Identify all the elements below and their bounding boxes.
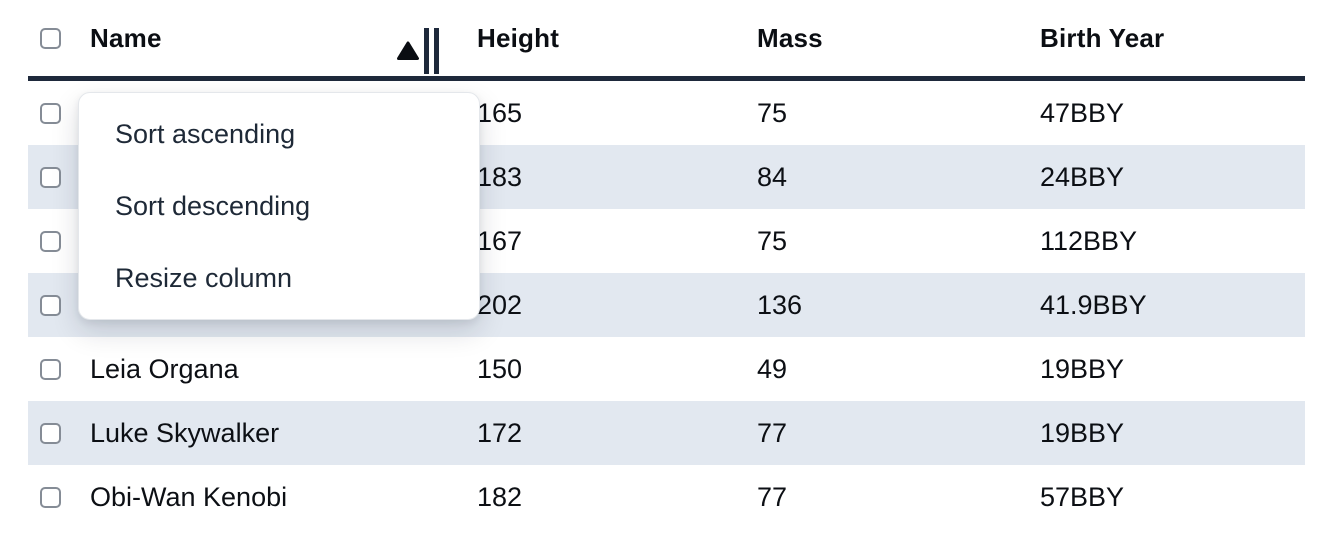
cell-mass: 84 — [757, 161, 788, 192]
cell-height: 183 — [477, 161, 523, 192]
column-header-mass[interactable]: Mass — [757, 22, 823, 53]
cell-birth-year: 41.9BBY — [1040, 289, 1147, 320]
menu-item-sort-descending[interactable]: Sort descending — [115, 190, 311, 221]
table-row[interactable]: Luke Skywalker 172 77 19BBY — [28, 401, 1305, 465]
table-row[interactable]: Leia Organa 150 49 19BBY — [28, 337, 1305, 401]
row-checkbox[interactable] — [40, 102, 61, 124]
resize-bar-right — [434, 28, 439, 74]
sort-ascending-indicator-icon — [397, 41, 419, 60]
cell-mass: 75 — [757, 225, 788, 256]
row-checkbox[interactable] — [40, 230, 61, 252]
column-header-name[interactable]: Name — [90, 0, 477, 76]
table-header-row: Name Height Mass Birth Year — [28, 0, 1305, 81]
cell-name: Leia Organa — [90, 353, 239, 384]
cell-height: 165 — [477, 97, 523, 128]
row-checkbox[interactable] — [40, 422, 61, 444]
column-header-birth-year[interactable]: Birth Year — [1040, 22, 1165, 53]
column-resize-handle-icon[interactable] — [424, 28, 439, 74]
cell-birth-year: 57BBY — [1040, 481, 1125, 512]
table-row[interactable]: Obi-Wan Kenobi 182 77 57BBY — [28, 465, 1305, 512]
cell-height: 167 — [477, 225, 523, 256]
cell-birth-year: 19BBY — [1040, 417, 1125, 448]
cell-mass: 77 — [757, 417, 788, 448]
select-all-checkbox[interactable] — [40, 27, 61, 49]
cell-mass: 77 — [757, 481, 788, 512]
row-checkbox[interactable] — [40, 294, 61, 316]
column-context-menu: Sort ascending Sort descending Resize co… — [78, 92, 480, 320]
cell-birth-year: 47BBY — [1040, 97, 1125, 128]
row-checkbox[interactable] — [40, 486, 61, 508]
menu-item-sort-ascending[interactable]: Sort ascending — [115, 118, 296, 149]
cell-height: 150 — [477, 353, 523, 384]
cell-height: 202 — [477, 289, 523, 320]
cell-birth-year: 19BBY — [1040, 353, 1125, 384]
cell-birth-year: 112BBY — [1040, 225, 1138, 256]
cell-height: 182 — [477, 481, 523, 512]
column-header-height[interactable]: Height — [477, 22, 560, 53]
menu-item-resize-column[interactable]: Resize column — [115, 262, 293, 293]
cell-birth-year: 24BBY — [1040, 161, 1125, 192]
header-checkbox-cell — [28, 27, 90, 49]
cell-mass: 75 — [757, 97, 788, 128]
cell-name: Luke Skywalker — [90, 417, 280, 448]
cell-mass: 49 — [757, 353, 788, 384]
row-checkbox[interactable] — [40, 358, 61, 380]
cell-height: 172 — [477, 417, 523, 448]
resize-bar-left — [424, 28, 429, 74]
table-viewport: Name Height Mass Birth Year 165 75 47BBY — [28, 0, 1305, 512]
cell-name: Obi-Wan Kenobi — [90, 481, 288, 512]
row-checkbox[interactable] — [40, 166, 61, 188]
column-header-name-label: Name — [90, 22, 162, 53]
cell-mass: 136 — [757, 289, 803, 320]
